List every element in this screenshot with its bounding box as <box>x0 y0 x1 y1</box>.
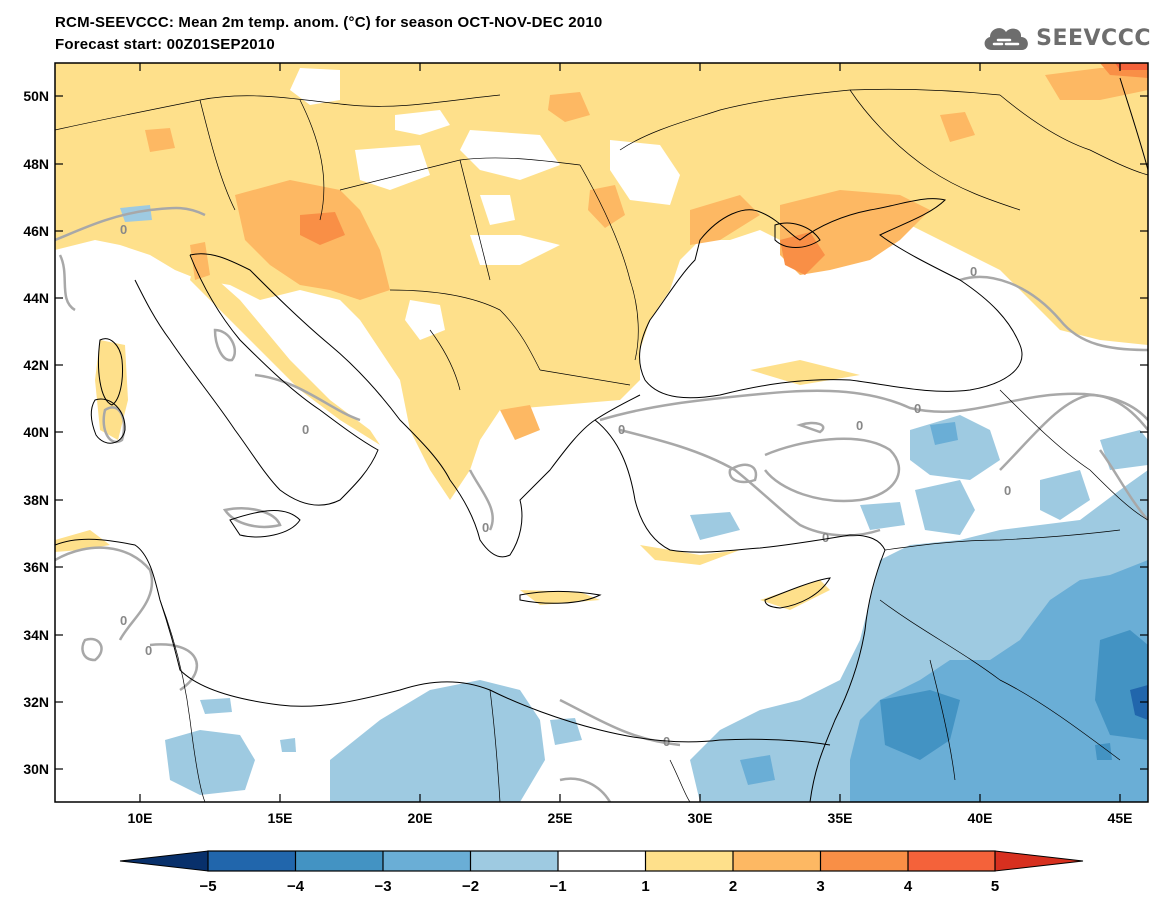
coastlines <box>55 77 1148 802</box>
lat-tick-label: 30N <box>23 761 49 777</box>
colorbar-segment <box>119 850 209 872</box>
forecast-start-label: Forecast start: 00Z01SEP2010 <box>55 36 275 53</box>
lat-tick-label: 34N <box>23 627 49 643</box>
contour-label: 0 <box>618 422 625 437</box>
contour-label: 0 <box>120 613 127 628</box>
lon-tick-label: 15E <box>268 810 293 826</box>
lat-tick-label: 36N <box>23 559 49 575</box>
colorbar-tick-label: −4 <box>287 878 305 895</box>
colorbar-segment <box>208 851 296 871</box>
lat-tick-label: 44N <box>23 290 49 306</box>
map-title: RCM-SEEVCCC: Mean 2m temp. anom. (°C) fo… <box>55 14 603 31</box>
colorbar-tick-label: −1 <box>549 878 566 895</box>
contour-label: 0 <box>120 222 127 237</box>
contour-label: 0 <box>302 422 309 437</box>
lon-tick-label: 35E <box>828 810 853 826</box>
lon-tick-label: 45E <box>1108 810 1133 826</box>
colorbar-segment <box>383 851 471 871</box>
colorbar-segment <box>295 851 383 871</box>
seevccc-logo: SEEVCCC <box>980 22 1151 54</box>
lat-tick-label: 50N <box>23 88 49 104</box>
contour-label: 0 <box>914 401 921 416</box>
lon-tick-label: 25E <box>548 810 573 826</box>
lon-tick-label: 30E <box>688 810 713 826</box>
warm-anomaly-region-north <box>55 63 1148 500</box>
colorbar-tick-label: 5 <box>991 878 999 895</box>
colorbar-tick-label: 2 <box>729 878 737 895</box>
lon-tick-label: 20E <box>408 810 433 826</box>
lat-tick-label: 38N <box>23 492 49 508</box>
colorbar-segment <box>908 851 995 871</box>
contour-label: 0 <box>145 643 152 658</box>
lat-tick-label: 32N <box>23 694 49 710</box>
colorbar-segment <box>994 850 1084 872</box>
contour-label: 0 <box>970 264 977 279</box>
zero-contours <box>55 206 1148 802</box>
colorbar-tick-label: −3 <box>374 878 391 895</box>
colorbar-tick-label: 1 <box>641 878 649 895</box>
colorbar-segment <box>470 851 558 871</box>
lat-tick-label: 42N <box>23 357 49 373</box>
lat-tick-label: 48N <box>23 156 49 172</box>
colorbar-tick-label: 3 <box>816 878 824 895</box>
lat-tick-label: 46N <box>23 223 49 239</box>
logo-text: SEEVCCC <box>1036 25 1151 51</box>
contour-label: 0 <box>1004 483 1011 498</box>
colorbar-segment <box>558 851 646 871</box>
colorbar-segment <box>645 851 733 871</box>
contour-label: 0 <box>822 530 829 545</box>
longitude-axis: 10E 15E 20E 25E 30E 35E 40E 45E <box>128 63 1133 826</box>
contour-label: 0 <box>482 520 489 535</box>
colorbar-segment <box>820 851 908 871</box>
lat-tick-label: 40N <box>23 424 49 440</box>
country-borders <box>55 88 1148 802</box>
lon-tick-label: 40E <box>968 810 993 826</box>
colorbar-segment <box>733 851 821 871</box>
anomaly-field: 0 0 0 0 0 0 0 0 0 0 0 0 <box>55 63 1148 802</box>
colorbar: −5 −4 −3 −2 −1 1 2 3 4 5 <box>119 850 1084 895</box>
latitude-axis: 50N 48N 46N 44N 42N 40N 38N 36N 34N 32N … <box>23 88 1148 777</box>
colorbar-tick-label: −2 <box>462 878 479 895</box>
lon-tick-label: 10E <box>128 810 153 826</box>
colorbar-tick-label: −5 <box>199 878 216 895</box>
colorbar-tick-label: 4 <box>904 878 913 895</box>
contour-label: 0 <box>856 418 863 433</box>
cloud-icon <box>984 28 1029 50</box>
